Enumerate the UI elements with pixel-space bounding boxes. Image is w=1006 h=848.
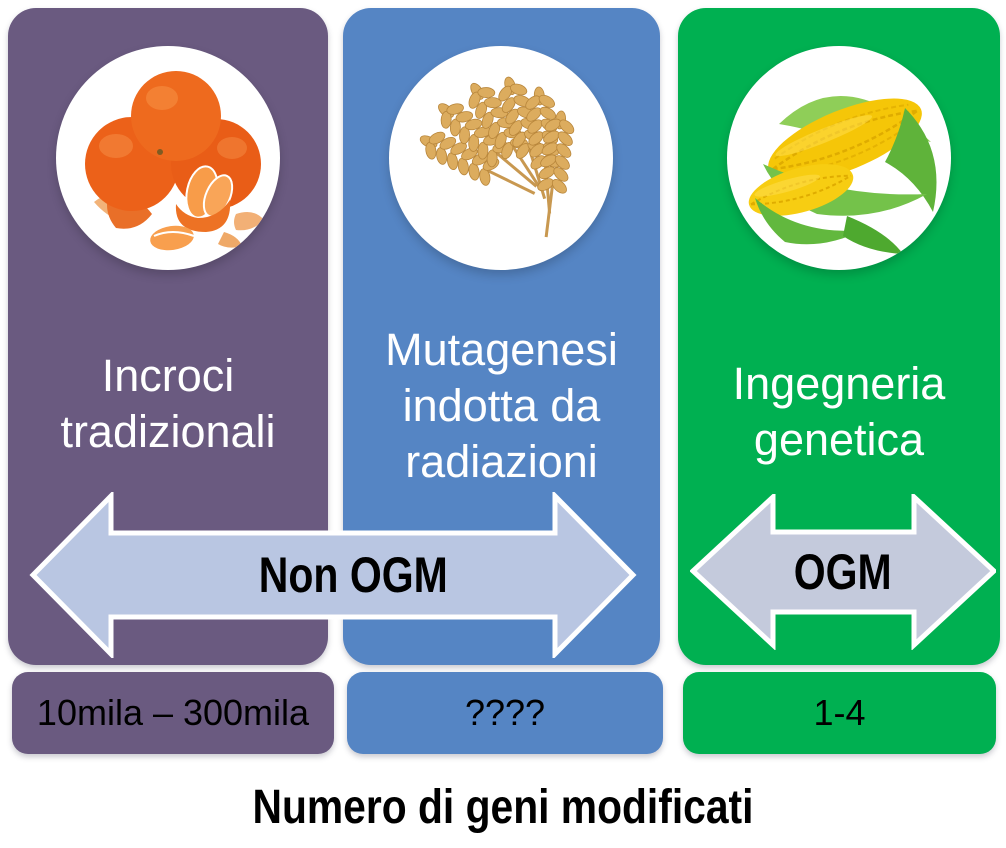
gene-count-pill-mutagenesi: ???? [347,672,663,754]
non-ogm-arrow-shape [29,492,637,658]
title-line: Ingegneria [732,358,946,409]
gene-count-pill-ingegneria: 1-4 [683,672,996,754]
title-line: Incroci [101,350,235,401]
title-line: indotta da [402,380,601,431]
non-ogm-arrow: Non OGM [27,492,639,658]
column-title-incroci: Incroci tradizionali [8,348,328,460]
wheat-image [411,70,580,241]
column-title-ingegneria: Ingegneria genetica [678,356,1000,468]
non-ogm-arrow-polygon [29,492,637,658]
ogm-arrow: OGM [690,494,996,650]
ogm-arrow-polygon [690,494,996,650]
column-title-mutagenesi: Mutagenesi indotta da radiazioni [343,322,660,490]
non-ogm-arrow-label: Non OGM [258,547,448,603]
corn-photo [727,46,951,270]
corn-image [748,95,937,254]
title-line: tradizionali [60,406,276,457]
gene-count-pill-incroci: 10mila – 300mila [12,672,334,754]
oranges-image [85,71,264,251]
title-line: genetica [753,414,925,465]
oranges-photo [56,46,280,270]
title-line: radiazioni [405,436,598,487]
diagram-caption: Numero di geni modificati [252,781,754,834]
ogm-arrow-shape [690,494,996,650]
title-line: Mutagenesi [385,324,618,375]
wheat-photo [389,46,613,270]
ogm-arrow-label: OGM [794,544,892,600]
